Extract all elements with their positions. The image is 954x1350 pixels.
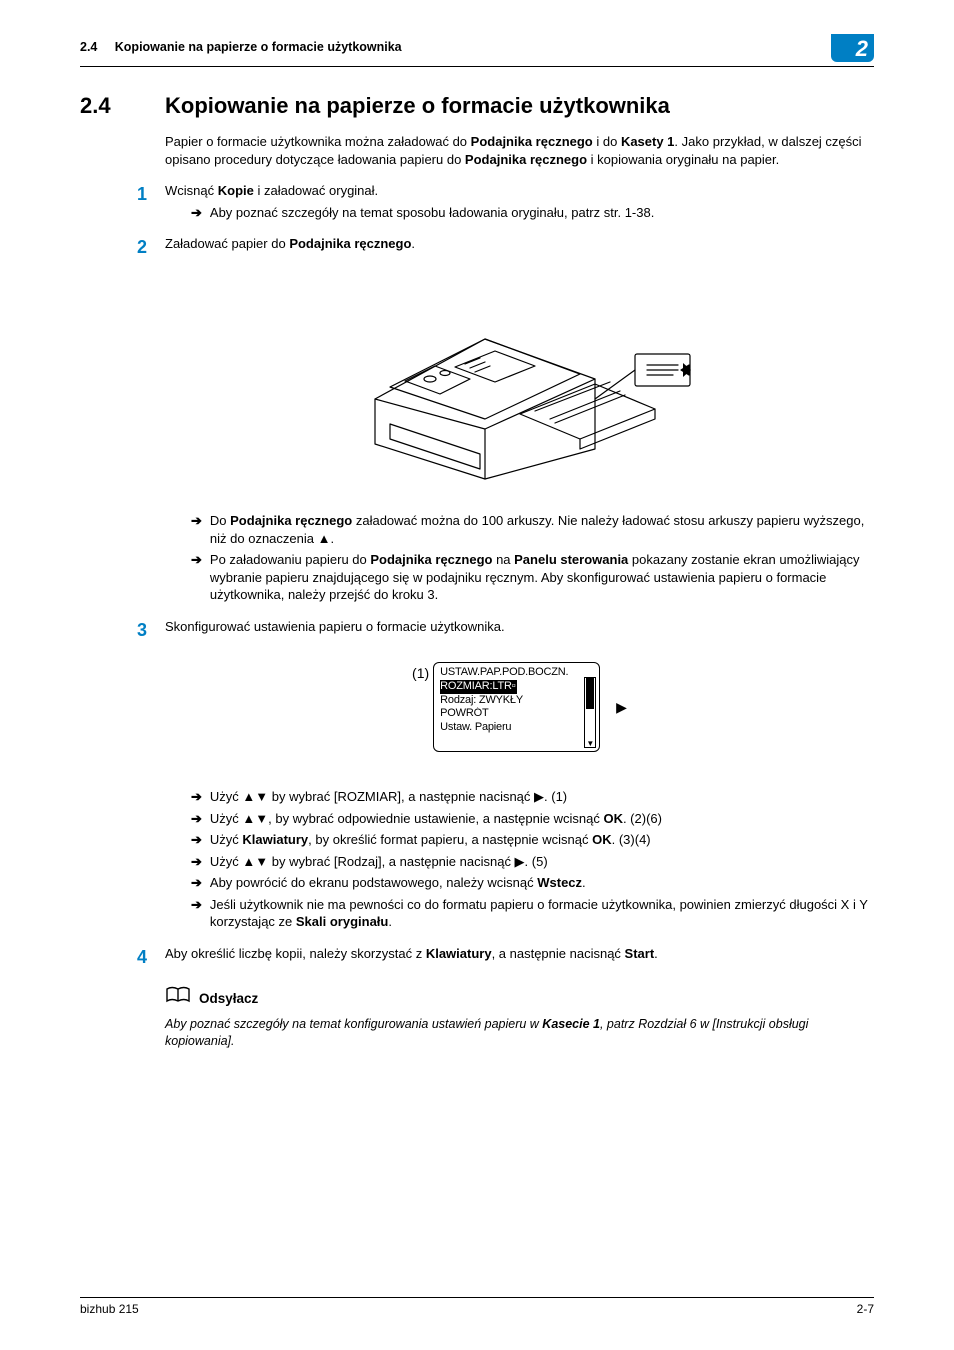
arrow-icon: ➔ [191,896,202,931]
lcd-line: POWRÓT [440,707,595,721]
step: 2 Załadować papier do Podajnika ręcznego… [165,235,874,259]
step-sub: ➔ Po załadowaniu papieru do Podajnika rę… [191,551,874,604]
reference-heading: Odsyłacz [165,985,874,1012]
footer-right: 2-7 [857,1302,874,1316]
lcd-line: Rodzaj: ZWYKŁY [440,694,595,708]
step-number: 4 [129,945,147,969]
step-text: Wcisnąć Kopie i załadować oryginał. [165,182,874,200]
step-sub-text: Aby powrócić do ekranu podstawowego, nal… [210,874,874,892]
lcd-flow-arrow-icon: ▶ [614,698,627,717]
running-head: 2.4 Kopiowanie na papierze o formacie uż… [80,40,874,67]
step-sub-text: Użyć Klawiatury, by określić format papi… [210,831,874,849]
step-sub-text: Użyć ▲▼, by wybrać odpowiednie ustawieni… [210,810,874,828]
step-sub: ➔ Aby poznać szczegóły na temat sposobu … [191,204,874,222]
step-sub: ➔ Użyć ▲▼ by wybrać [Rodzaj], a następnie… [191,853,874,871]
arrow-icon: ➔ [191,831,202,849]
arrow-icon: ➔ [191,551,202,604]
book-icon [165,985,191,1012]
step-number: 3 [129,618,147,642]
step-sub: ➔ Użyć ▲▼ by wybrać [ROZMIAR], a następni… [191,788,874,806]
step-sub-text: Po załadowaniu papieru do Podajnika ręcz… [210,551,874,604]
arrow-icon: ➔ [191,512,202,547]
lcd-label: (1) [412,662,429,683]
heading: 2.4 Kopiowanie na papierze o formacie uż… [80,93,874,119]
lcd-line: ROZMIAR:LTR▫ [440,680,595,694]
chapter-badge: 2 [831,34,874,62]
step: 3 Skonfigurować ustawienia papieru o for… [165,618,874,642]
printer-illustration [165,269,874,494]
lcd-grid: (1)USTAW.PAP.POD.BOCZN.ROZMIAR:LTR▫Rodza… [165,662,874,764]
reference-text: Aby poznać szczegóły na temat konfigurow… [165,1016,874,1050]
step: 1 Wcisnąć Kopie i załadować oryginał. ➔ … [165,182,874,225]
step-sub-text: Do Podajnika ręcznego załadować można do… [210,512,874,547]
arrow-icon: ➔ [191,204,202,222]
step-text: Załadować papier do Podajnika ręcznego. [165,235,874,253]
step-sub: ➔ Aby powrócić do ekranu podstawowego, na… [191,874,874,892]
step-sub: ➔Jeśli użytkownik nie ma pewności co do … [191,896,874,931]
running-head-left: 2.4 Kopiowanie na papierze o formacie uż… [80,40,402,54]
intro-paragraph: Papier o formacie użytkownika można zała… [165,133,874,168]
heading-number: 2.4 [80,93,135,119]
step-sub: ➔ Użyć ▲▼, by wybrać odpowiednie ustawien… [191,810,874,828]
footer-left: bizhub 215 [80,1302,139,1316]
step-sub-text: Jeśli użytkownik nie ma pewności co do f… [210,896,874,931]
step-text: Aby określić liczbę kopii, należy skorzy… [165,945,874,963]
step-sub: ➔ Użyć Klawiatury, by określić format pap… [191,831,874,849]
reference-label: Odsyłacz [199,990,258,1008]
step-sub: ➔ Do Podajnika ręcznego załadować można … [191,512,874,547]
step-sub-text: Użyć ▲▼ by wybrać [Rodzaj], a następnie … [210,853,874,871]
lcd-line: Ustaw. Papieru [440,721,595,735]
arrow-icon: ➔ [191,853,202,871]
step-text: Skonfigurować ustawienia papieru o forma… [165,618,874,636]
step-sub-text: Aby poznać szczegóły na temat sposobu ła… [210,204,874,222]
lcd-screen: USTAW.PAP.POD.BOCZN.ROZMIAR:LTR▫Rodzaj: … [433,662,600,752]
arrow-icon: ➔ [191,788,202,806]
step-number: 2 [129,235,147,259]
page-footer: bizhub 215 2-7 [80,1297,874,1316]
step-sub-text: Użyć ▲▼ by wybrać [ROZMIAR], a następnie… [210,788,874,806]
lcd-title: USTAW.PAP.POD.BOCZN. [440,666,595,680]
section-number: 2.4 [80,40,97,54]
heading-title: Kopiowanie na papierze o formacie użytko… [165,93,670,119]
step: 4 Aby określić liczbę kopii, należy skor… [165,945,874,969]
arrow-icon: ➔ [191,810,202,828]
step-number: 1 [129,182,147,225]
arrow-icon: ➔ [191,874,202,892]
section-title: Kopiowanie na papierze o formacie użytko… [115,40,402,54]
lcd-cell: (1)USTAW.PAP.POD.BOCZN.ROZMIAR:LTR▫Rodza… [412,662,600,752]
lcd-scrollbar [584,677,596,748]
